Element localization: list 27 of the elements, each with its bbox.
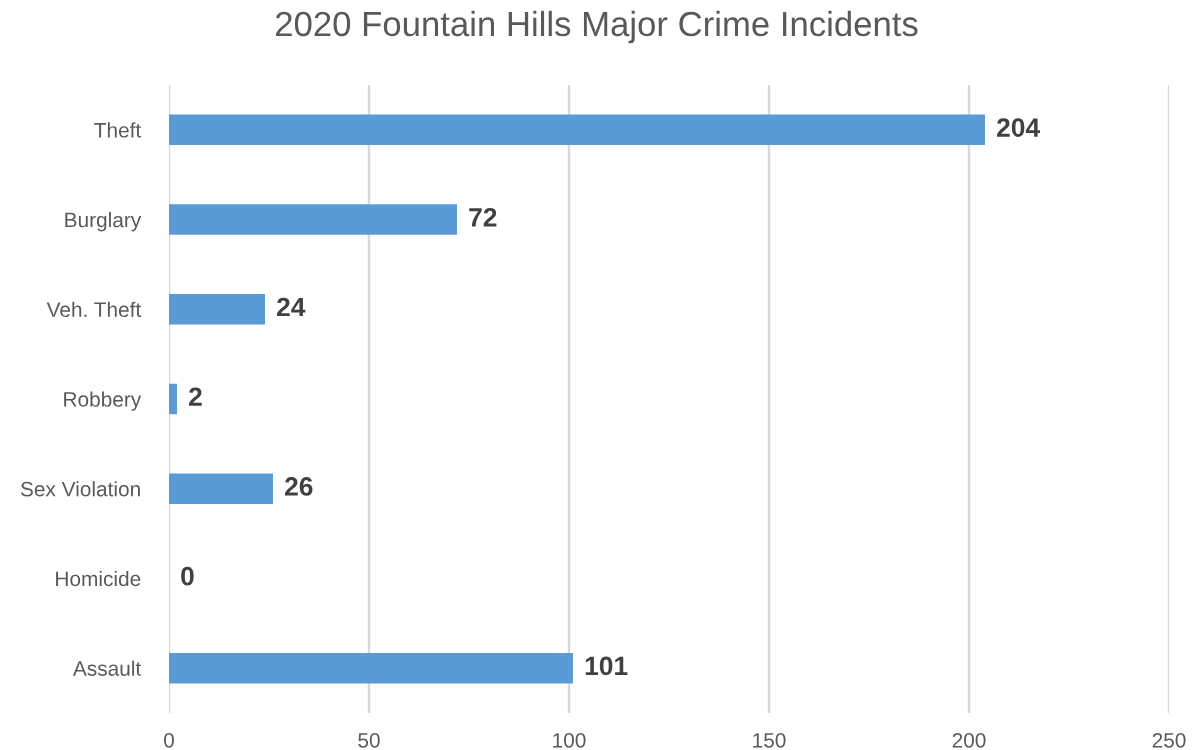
bar bbox=[169, 383, 177, 415]
x-tick-label: 100 bbox=[553, 732, 586, 748]
data-label: 204 bbox=[997, 118, 1040, 137]
bar bbox=[169, 204, 457, 235]
y-tick-label: Veh. Theft bbox=[46, 301, 142, 318]
data-label: 101 bbox=[585, 656, 628, 676]
x-tick-label: 50 bbox=[358, 732, 380, 748]
y-tick-label: Robbery bbox=[64, 391, 142, 411]
y-tick-label: Assault bbox=[72, 660, 142, 676]
y-tick-label: Theft bbox=[94, 122, 142, 138]
y-tick-label: Homicide bbox=[56, 570, 141, 587]
x-tick-label: 200 bbox=[952, 732, 986, 748]
x-tick-label: 250 bbox=[1152, 732, 1186, 748]
data-label: 26 bbox=[285, 477, 313, 496]
bar bbox=[169, 652, 573, 684]
bar bbox=[169, 294, 265, 325]
data-label: 24 bbox=[277, 297, 306, 317]
bar bbox=[169, 473, 273, 504]
x-tick-label: 150 bbox=[753, 732, 786, 748]
x-tick-label: 0 bbox=[164, 732, 174, 748]
bar bbox=[169, 114, 985, 146]
data-label: 72 bbox=[469, 207, 497, 227]
data-label: 2 bbox=[189, 387, 202, 406]
y-tick-label: Burglary bbox=[65, 212, 142, 232]
y-tick-label: Sex Violation bbox=[20, 481, 140, 497]
chart-title: 2020 Fountain Hills Major Crime Incidents bbox=[275, 10, 918, 44]
data-label: 0 bbox=[181, 566, 194, 586]
